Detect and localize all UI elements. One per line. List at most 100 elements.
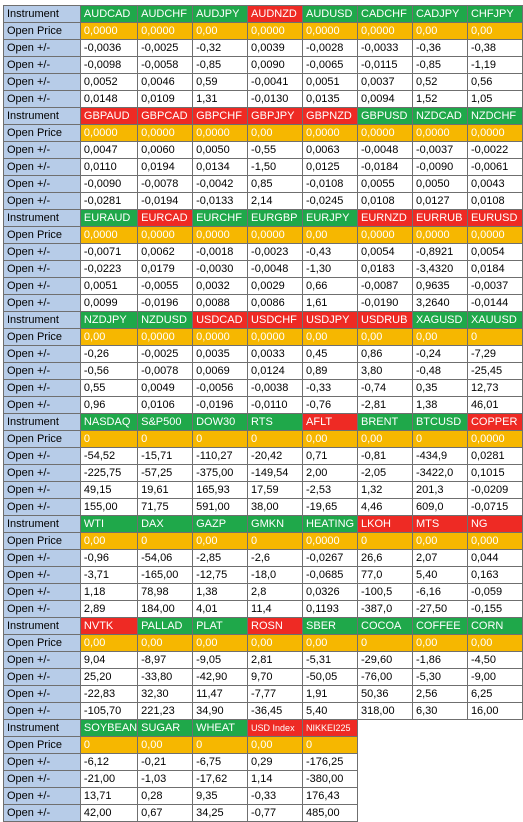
open-change-value: 0,0039 bbox=[247, 39, 304, 57]
open-price-value: 0 bbox=[192, 430, 249, 448]
open-change-value: 0,0110 bbox=[79, 158, 139, 176]
open-change-value: 0,1193 bbox=[302, 600, 358, 618]
open-change-label: Open +/- bbox=[3, 566, 81, 584]
open-change-value: -0,0108 bbox=[302, 175, 358, 193]
open-change-value: -0,0036 bbox=[79, 39, 139, 57]
instrument-header-row: Instrument NASDAQ S&P500 DOW30 RTS AFLT BRENT B… bbox=[3, 413, 523, 431]
open-change-row: Open +/- 155,00 71,75 591,00 38,00 -19,65 4,46… bbox=[3, 498, 523, 516]
instrument-wheat: WHEAT bbox=[192, 719, 249, 737]
open-price-value: 0,00 bbox=[302, 328, 358, 346]
open-price-label: Open Price bbox=[3, 124, 81, 142]
open-price-value: 0 bbox=[247, 430, 304, 448]
open-change-row: Open +/- 1,18 78,98 1,38 2,8 0,0326 -100,5 -6,1… bbox=[3, 583, 523, 601]
open-change-value: 0,66 bbox=[302, 277, 358, 295]
open-change-value: 485,00 bbox=[302, 804, 358, 822]
open-change-value: -0,0018 bbox=[192, 243, 249, 261]
instrument-audjpy: AUDJPY bbox=[192, 5, 249, 23]
open-change-value: -149,54 bbox=[247, 464, 304, 482]
open-change-value: -0,36 bbox=[411, 39, 468, 57]
empty-cell bbox=[358, 754, 413, 771]
open-change-value: -110,27 bbox=[192, 447, 249, 465]
empty-cell bbox=[412, 720, 467, 737]
open-change-value: 2,81 bbox=[247, 651, 304, 669]
open-price-value: 0,0000 bbox=[466, 124, 523, 142]
open-price-value: 0,0000 bbox=[79, 22, 139, 40]
open-change-value: -0,24 bbox=[411, 345, 468, 363]
open-change-row: Open +/- 0,0051 -0,0055 0,0032 0,0029 0,66 -0,… bbox=[3, 277, 523, 295]
open-change-value: -50,05 bbox=[302, 668, 358, 686]
open-change-value: 2,8 bbox=[247, 583, 304, 601]
open-change-value: -0,0048 bbox=[357, 141, 413, 159]
open-change-value: -0,0184 bbox=[357, 158, 413, 176]
open-change-value: -0,0028 bbox=[302, 39, 358, 57]
instrument-corn: CORN bbox=[466, 617, 523, 635]
open-change-value: -0,56 bbox=[79, 362, 139, 380]
open-change-value: 0,0047 bbox=[79, 141, 139, 159]
open-change-value: 0,0063 bbox=[302, 141, 358, 159]
open-change-value: 2,89 bbox=[79, 600, 139, 618]
open-price-value: 0,00 bbox=[302, 634, 358, 652]
open-change-label: Open +/- bbox=[3, 787, 81, 805]
open-change-value: -0,0098 bbox=[79, 56, 139, 74]
open-change-value: -36,45 bbox=[247, 702, 304, 720]
open-change-label: Open +/- bbox=[3, 600, 81, 618]
open-change-value: 0,0109 bbox=[137, 90, 194, 108]
open-change-row: Open +/- -0,56 -0,0078 0,0069 0,0124 0,89 3,80… bbox=[3, 362, 523, 380]
open-change-value: 201,3 bbox=[411, 481, 468, 499]
open-change-value: -1,86 bbox=[411, 651, 468, 669]
instrument-chfjpy: CHFJPY bbox=[466, 5, 523, 23]
open-change-value: 0,1015 bbox=[466, 464, 523, 482]
open-change-label: Open +/- bbox=[3, 73, 81, 91]
open-price-value: 0 bbox=[247, 532, 304, 550]
open-change-value: -0,0144 bbox=[466, 294, 523, 312]
open-change-value: 0,28 bbox=[137, 787, 194, 805]
open-change-label: Open +/- bbox=[3, 498, 81, 516]
open-change-value: 2,14 bbox=[247, 192, 304, 210]
open-change-label: Open +/- bbox=[3, 141, 81, 159]
instrument-rosn: ROSN bbox=[247, 617, 304, 635]
open-price-row: Open Price 0,00 0,0000 0,0000 0,0000 0,00 0,00… bbox=[3, 328, 523, 346]
open-change-value: -0,21 bbox=[137, 753, 194, 771]
open-change-value: 0,0124 bbox=[247, 362, 304, 380]
open-change-value: 0,0090 bbox=[247, 56, 304, 74]
open-change-value: 50,36 bbox=[357, 685, 413, 703]
open-change-value: 71,75 bbox=[137, 498, 194, 516]
instrument-rts: RTS bbox=[247, 413, 304, 431]
open-price-value: 0,0000 bbox=[466, 430, 523, 448]
instrument-eurusd: EURUSD bbox=[466, 209, 523, 227]
open-price-row: Open Price 0,0000 0,0000 0,0000 0,00 0,0000 0,… bbox=[3, 124, 523, 142]
open-change-value: -0,74 bbox=[357, 379, 413, 397]
open-change-value: -6,16 bbox=[411, 583, 468, 601]
open-change-value: 9,35 bbox=[192, 787, 249, 805]
instrument-eurnzd: EURNZD bbox=[357, 209, 413, 227]
instrument-gbpcad: GBPCAD bbox=[137, 107, 194, 125]
open-change-value: -21,00 bbox=[79, 770, 139, 788]
open-change-value: -0,0115 bbox=[357, 56, 413, 74]
open-change-value: -0,33 bbox=[247, 787, 304, 805]
open-price-value: 0,0000 bbox=[137, 124, 194, 142]
open-change-value: 77,0 bbox=[357, 566, 413, 584]
instrument-header-row: Instrument NZDJPY NZDUSD USDCAD USDCHF USDJPY… bbox=[3, 311, 523, 329]
instrument-header-row: Instrument AUDCAD AUDCHF AUDJPY AUDNZD AUDUSD… bbox=[3, 5, 523, 23]
open-change-value: -4,50 bbox=[466, 651, 523, 669]
instrument-eurjpy: EURJPY bbox=[302, 209, 358, 227]
open-change-value: -76,00 bbox=[357, 668, 413, 686]
open-change-value: 0,0060 bbox=[137, 141, 194, 159]
open-change-value: 0,71 bbox=[302, 447, 358, 465]
open-change-value: -6,12 bbox=[79, 753, 139, 771]
open-change-label: Open +/- bbox=[3, 362, 81, 380]
open-change-value: 0,0069 bbox=[192, 362, 249, 380]
open-price-value: 0,0000 bbox=[247, 226, 304, 244]
open-change-value: -0,0037 bbox=[411, 141, 468, 159]
open-price-value: 0,0000 bbox=[192, 328, 249, 346]
instrument-dax: DAX bbox=[137, 515, 194, 533]
open-change-value: -0,0022 bbox=[466, 141, 523, 159]
open-change-value: -0,0065 bbox=[302, 56, 358, 74]
open-change-value: -0,0133 bbox=[192, 192, 249, 210]
empty-cell bbox=[358, 771, 413, 788]
open-price-value: 0,00 bbox=[302, 430, 358, 448]
open-change-value: 0,0049 bbox=[137, 379, 194, 397]
open-price-value: 0,0000 bbox=[79, 124, 139, 142]
open-price-label: Open Price bbox=[3, 328, 81, 346]
open-change-value: 78,98 bbox=[137, 583, 194, 601]
